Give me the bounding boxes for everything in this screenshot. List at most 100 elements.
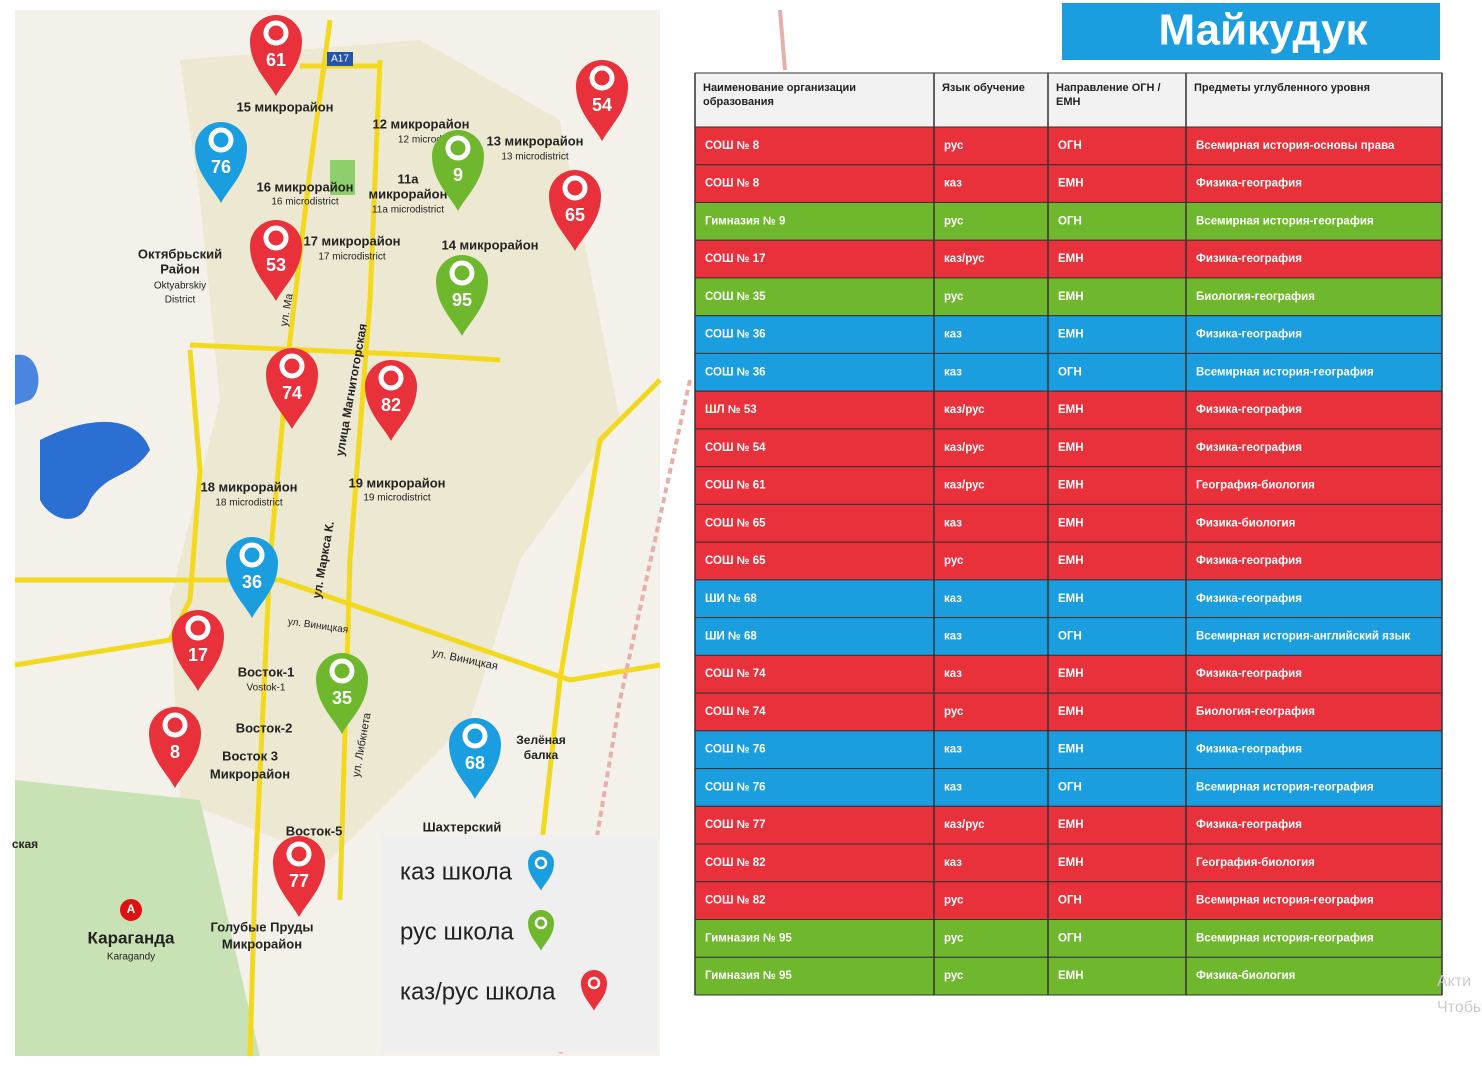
map-label: 14 микрорайон (441, 237, 538, 252)
table-cell: Физика-география (1196, 668, 1302, 680)
pin-body (576, 60, 628, 141)
table-cell: СОШ № 76 (705, 781, 766, 793)
table-cell: ОГН (1058, 366, 1082, 378)
table-cell: Всемирная история-география (1196, 215, 1374, 227)
table-cell: каз (944, 744, 962, 756)
table-cell: Всемирная история-география (1196, 781, 1374, 793)
table-cell: рус (944, 215, 964, 227)
table-cell: ОГН (1058, 932, 1082, 944)
table-cell: каз/рус (944, 442, 985, 454)
table-row (694, 352, 1443, 392)
table-cell: ЕМН (1058, 253, 1084, 265)
map-label: Шахтерский (423, 819, 502, 834)
school-pin: 17 (172, 610, 224, 691)
pin-ring (378, 365, 404, 391)
table-cell: Физика-география (1196, 253, 1302, 265)
pin-ring (562, 175, 588, 201)
table-cell: Всемирная история-английский язык (1196, 631, 1410, 643)
table-cell: Физика-биология (1196, 517, 1295, 529)
map-label: А17 (331, 54, 349, 65)
pin-number: 54 (592, 95, 612, 115)
map-label: ул. Ма (278, 292, 296, 328)
map-label: 12 microdi (398, 135, 444, 146)
header-cell: Направление ОГН /ЕМН (1056, 82, 1161, 108)
map-label: 19 microdistrict (363, 493, 430, 504)
table-cell: Всемирная история-основы права (1196, 140, 1395, 152)
table-cell: рус (944, 932, 964, 944)
school-pin: 35 (316, 653, 368, 734)
table-cell: СОШ № 65 (705, 517, 766, 529)
table-cell: ЕМН (1058, 291, 1084, 303)
pin-ring (239, 542, 265, 568)
school-pin: 54 (576, 60, 628, 141)
table-cell: СОШ № 74 (705, 668, 766, 680)
map-label: 12 микрорайон (372, 116, 469, 131)
legend-label: рус школа (400, 918, 514, 945)
pin-ring (279, 353, 305, 379)
pin-number: 74 (282, 383, 302, 403)
map-label: Восток-5 (286, 823, 343, 838)
pin-body (316, 653, 368, 734)
pin-ring (534, 856, 548, 870)
header-cell: Предметы углубленного уровня (1194, 82, 1370, 94)
table-cell: ЕМН (1058, 668, 1084, 680)
pin-ring (449, 260, 475, 286)
pin-number: 77 (289, 871, 309, 891)
pin-body (549, 170, 601, 251)
pin-ring (589, 65, 615, 91)
table-cell: Гимназия № 9 (705, 215, 785, 227)
table-cell: СОШ № 36 (705, 329, 766, 341)
pin-ring (534, 916, 548, 930)
map-label: Vostok-1 (247, 683, 286, 694)
pin-ring (445, 135, 471, 161)
table-cell: рус (944, 555, 964, 567)
table-cell: ЕМН (1058, 178, 1084, 190)
pin-ring (162, 712, 188, 738)
legend-label: каз/рус школа (400, 978, 556, 1005)
school-pin: 76 (195, 122, 247, 203)
map-label: 18 микрорайон (200, 479, 297, 494)
table-cell: Физика-география (1196, 178, 1302, 190)
table-cell: ЕМН (1058, 329, 1084, 341)
map-label: Karagandy (107, 952, 155, 963)
pin-number: 35 (332, 688, 352, 708)
map-label: 13 microdistrict (501, 152, 568, 163)
table-cell: Физика-география (1196, 329, 1302, 341)
table-cell: СОШ № 8 (705, 140, 760, 152)
table-cell: СОШ № 35 (705, 291, 766, 303)
map-label: 17 microdistrict (318, 252, 385, 263)
table-cell: ЕМН (1058, 744, 1084, 756)
map-label: 13 микрорайон (486, 133, 583, 148)
legend-pin (581, 970, 607, 1011)
pin-body (226, 537, 278, 618)
table-cell: Всемирная история-география (1196, 895, 1374, 907)
pin-number: 8 (170, 742, 180, 762)
map-label: Восток 3 (222, 748, 278, 763)
table-cell: каз (944, 178, 962, 190)
table-row (694, 768, 1443, 807)
pin-ring (263, 20, 289, 46)
map-label: 11a microdistrict (372, 205, 444, 216)
map-label: Микрорайон (222, 936, 302, 951)
pin-number: 17 (188, 645, 208, 665)
map-label: Зелёная (516, 733, 565, 747)
map-label: Голубые Пруды (210, 919, 313, 934)
table-row (694, 126, 1443, 166)
table-cell: ЕМН (1058, 970, 1084, 982)
map-label: 17 микрорайон (303, 233, 400, 248)
school-pin: 65 (549, 170, 601, 251)
table-cell: СОШ № 36 (705, 366, 766, 378)
table-row (694, 692, 1443, 732)
table-row (694, 390, 1443, 430)
table-row (694, 919, 1443, 958)
header-text: Предметы углубленного уровня (1194, 82, 1370, 94)
table-row (694, 843, 1443, 883)
table-row (694, 956, 1443, 996)
table-cell: рус (944, 895, 964, 907)
map-marker (120, 899, 142, 921)
map-label: Микрорайон (210, 766, 290, 781)
table-cell: Физика-география (1196, 593, 1302, 605)
table-cell: Физика-география (1196, 744, 1302, 756)
pin-ring (263, 225, 289, 251)
